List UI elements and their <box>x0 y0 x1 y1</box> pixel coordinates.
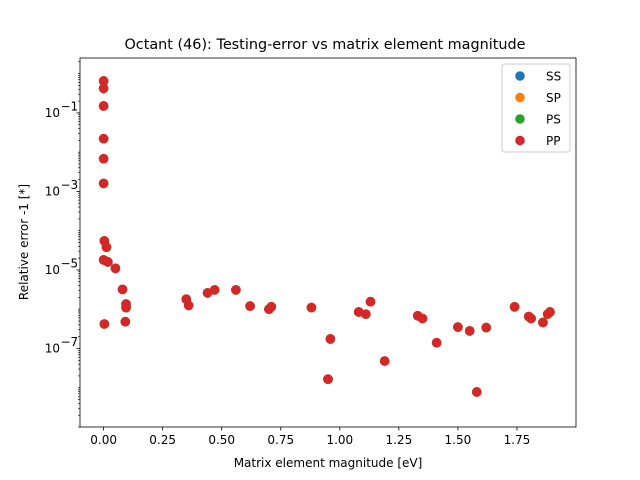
y-tick-label: 10 <box>45 263 60 277</box>
legend-box <box>501 63 571 153</box>
y-tick-exponent: −5 <box>61 256 79 270</box>
data-point <box>120 316 131 327</box>
y-tick-label: 10 <box>45 184 60 198</box>
data-point <box>431 337 442 348</box>
data-point <box>110 263 121 274</box>
x-tick-label: 0.50 <box>208 433 235 447</box>
plot-background <box>80 58 576 427</box>
data-point <box>231 285 241 295</box>
legend-label: PS <box>546 113 561 127</box>
data-point <box>323 374 333 384</box>
legend-marker <box>515 135 525 146</box>
x-tick-label: 1.25 <box>385 433 412 447</box>
legend-label: SS <box>546 70 561 84</box>
x-tick-label: 0.00 <box>90 433 117 447</box>
data-point <box>481 322 492 333</box>
data-point <box>117 284 128 295</box>
legend-marker <box>515 92 525 103</box>
legend-label: PP <box>546 134 560 148</box>
data-point <box>417 313 428 324</box>
data-point <box>98 133 109 144</box>
data-point <box>98 76 109 86</box>
data-point <box>538 317 548 328</box>
legend-marker <box>515 71 525 81</box>
data-point <box>121 302 131 313</box>
x-tick-label: 1.75 <box>504 433 531 447</box>
data-point <box>526 313 536 324</box>
legend: SS SP PS PP <box>501 63 571 153</box>
data-point <box>101 242 112 252</box>
y-axis-label: Relative error -1 [*] <box>17 184 31 300</box>
y-tick-label: 10 <box>45 106 60 120</box>
data-point <box>98 153 109 164</box>
data-point <box>472 387 482 397</box>
data-point <box>306 302 317 313</box>
data-point <box>509 302 520 312</box>
data-point <box>98 178 109 189</box>
x-axis-label: Matrix element magnitude [eV] <box>234 456 423 470</box>
data-point <box>266 302 277 312</box>
data-point <box>453 322 463 332</box>
data-point <box>99 319 110 329</box>
data-point <box>98 83 109 94</box>
data-point <box>325 334 336 344</box>
y-tick-exponent: −3 <box>61 178 79 192</box>
data-points <box>98 76 555 397</box>
y-tick-exponent: −1 <box>61 99 79 113</box>
plot-area <box>80 58 576 427</box>
series-pp <box>98 76 555 397</box>
x-tick-label: 0.25 <box>149 433 176 447</box>
data-point <box>360 309 371 319</box>
x-tick-label: 0.75 <box>267 433 294 447</box>
x-tick-label: 1.50 <box>445 433 472 447</box>
y-tick-exponent: −7 <box>61 335 79 349</box>
legend-marker <box>515 114 525 124</box>
data-point <box>379 356 390 366</box>
legend-label: SP <box>546 91 561 105</box>
data-point <box>183 300 194 311</box>
data-point <box>103 257 113 267</box>
data-point <box>98 101 109 111</box>
x-axis: 0.00 0.25 0.50 0.75 1.00 1.25 1.50 1.75 <box>90 427 530 447</box>
y-tick-label: 10 <box>45 341 60 355</box>
data-point <box>464 326 475 336</box>
data-point <box>545 307 555 317</box>
data-point <box>245 301 255 311</box>
x-tick-label: 1.00 <box>326 433 353 447</box>
chart-title: Octant (46): Testing-error vs matrix ele… <box>124 37 525 53</box>
y-axis: 10−710−510−310−1 <box>45 61 80 428</box>
data-point <box>209 285 220 295</box>
data-point <box>365 296 376 307</box>
